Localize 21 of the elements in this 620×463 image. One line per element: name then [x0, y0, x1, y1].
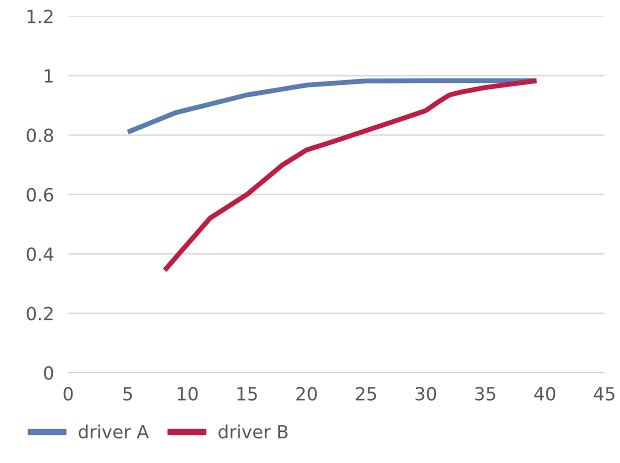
legend-label: driver B [218, 424, 288, 439]
x-tick-label: 5 [123, 387, 132, 401]
y-tick-label: 1 [44, 69, 53, 82]
line-series [162, 78, 539, 273]
y-tick-label: 0.8 [26, 128, 54, 142]
x-tick-label: 25 [356, 386, 376, 401]
line-series [125, 78, 539, 134]
legend-label: driver A [78, 424, 149, 439]
x-tick-label: 35 [475, 386, 496, 401]
y-tick-label: 0 [44, 366, 54, 380]
y-tick-label: 0.2 [26, 306, 53, 320]
x-tick-label: 15 [237, 387, 257, 401]
x-tick-label: 45 [594, 387, 614, 401]
x-tick-label: 10 [178, 386, 198, 401]
x-tick-label: 40 [534, 386, 556, 401]
x-tick-label: 30 [416, 386, 436, 401]
y-tick-label: 0.6 [26, 188, 54, 202]
y-tick-label: 0.4 [26, 247, 54, 261]
x-tick-label: 0 [64, 386, 73, 401]
x-tick-label: 20 [296, 386, 317, 401]
y-tick-label: 1.2 [28, 10, 53, 24]
